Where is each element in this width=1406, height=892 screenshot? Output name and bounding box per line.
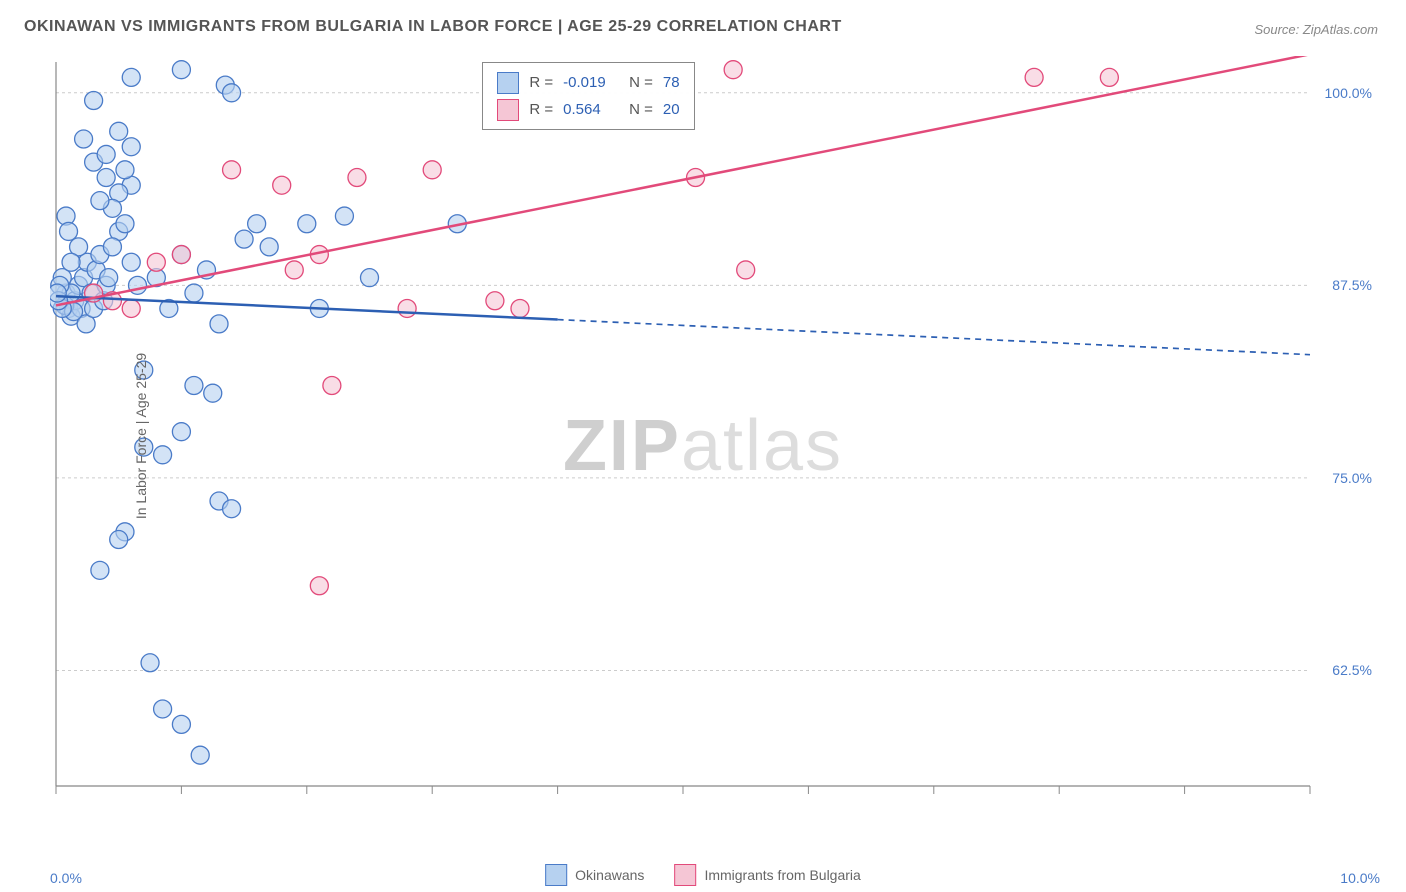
x-axis-min-label: 0.0% (50, 870, 82, 886)
scatter-point (423, 161, 441, 179)
stats-swatch (497, 72, 519, 94)
scatter-point (122, 68, 140, 86)
source-label: Source: ZipAtlas.com (1254, 22, 1378, 37)
scatter-point (122, 138, 140, 156)
scatter-point (129, 276, 147, 294)
scatter-point (103, 238, 121, 256)
scatter-point (172, 423, 190, 441)
scatter-point (97, 145, 115, 163)
scatter-point (361, 269, 379, 287)
stats-row: R = -0.019 N = 78 (497, 69, 679, 96)
scatter-point (235, 230, 253, 248)
scatter-point (154, 700, 172, 718)
scatter-point (724, 61, 742, 79)
scatter-plot (50, 56, 1380, 816)
y-tick-label: 87.5% (1332, 277, 1372, 293)
scatter-point (210, 315, 228, 333)
scatter-point (285, 261, 303, 279)
scatter-point (511, 299, 529, 317)
y-tick-label: 75.0% (1332, 470, 1372, 486)
scatter-point (122, 253, 140, 271)
scatter-point (486, 292, 504, 310)
stats-r-label: R = (529, 69, 553, 96)
scatter-point (60, 222, 78, 240)
scatter-point (185, 284, 203, 302)
scatter-point (273, 176, 291, 194)
legend-label: Immigrants from Bulgaria (704, 867, 860, 883)
scatter-point (141, 654, 159, 672)
scatter-point (85, 92, 103, 110)
stats-box: R = -0.019 N = 78 R = 0.564 N = 20 (482, 62, 694, 130)
regression-line-dashed (558, 320, 1310, 355)
legend-swatch (545, 864, 567, 886)
chart-area: In Labor Force | Age 25-29 R = -0.019 N = 7… (50, 56, 1380, 816)
scatter-point (97, 169, 115, 187)
stats-r-label: R = (529, 96, 553, 123)
scatter-point (62, 253, 80, 271)
scatter-point (122, 299, 140, 317)
scatter-point (110, 122, 128, 140)
legend-item: Immigrants from Bulgaria (674, 864, 860, 886)
scatter-point (348, 169, 366, 187)
scatter-point (398, 299, 416, 317)
scatter-point (223, 161, 241, 179)
scatter-point (223, 500, 241, 518)
scatter-point (185, 376, 203, 394)
y-tick-label: 100.0% (1325, 85, 1372, 101)
scatter-point (172, 715, 190, 733)
legend-swatch (674, 864, 696, 886)
scatter-point (172, 61, 190, 79)
stats-n-value: 20 (663, 96, 680, 123)
scatter-point (91, 561, 109, 579)
stats-r-value: 0.564 (563, 96, 619, 123)
stats-n-label: N = (629, 69, 653, 96)
scatter-point (75, 130, 93, 148)
scatter-point (50, 284, 66, 302)
stats-n-label: N = (629, 96, 653, 123)
stats-r-value: -0.019 (563, 69, 619, 96)
scatter-point (223, 84, 241, 102)
stats-row: R = 0.564 N = 20 (497, 96, 679, 123)
scatter-point (737, 261, 755, 279)
stats-swatch (497, 99, 519, 121)
scatter-point (323, 376, 341, 394)
scatter-point (310, 577, 328, 595)
scatter-point (172, 246, 190, 264)
y-tick-label: 62.5% (1332, 662, 1372, 678)
scatter-point (154, 446, 172, 464)
scatter-point (147, 253, 165, 271)
scatter-point (204, 384, 222, 402)
stats-n-value: 78 (663, 69, 680, 96)
scatter-point (335, 207, 353, 225)
legend-item: Okinawans (545, 864, 644, 886)
scatter-point (248, 215, 266, 233)
scatter-point (100, 269, 118, 287)
bottom-legend: Okinawans Immigrants from Bulgaria (545, 864, 861, 886)
scatter-point (116, 215, 134, 233)
scatter-point (191, 746, 209, 764)
chart-title: OKINAWAN VS IMMIGRANTS FROM BULGARIA IN … (24, 18, 842, 36)
scatter-point (298, 215, 316, 233)
scatter-point (110, 531, 128, 549)
y-axis-label: In Labor Force | Age 25-29 (133, 353, 149, 519)
scatter-point (1100, 68, 1118, 86)
scatter-point (91, 192, 109, 210)
x-axis-max-label: 10.0% (1340, 870, 1380, 886)
scatter-point (260, 238, 278, 256)
legend-label: Okinawans (575, 867, 644, 883)
scatter-point (1025, 68, 1043, 86)
scatter-point (116, 161, 134, 179)
